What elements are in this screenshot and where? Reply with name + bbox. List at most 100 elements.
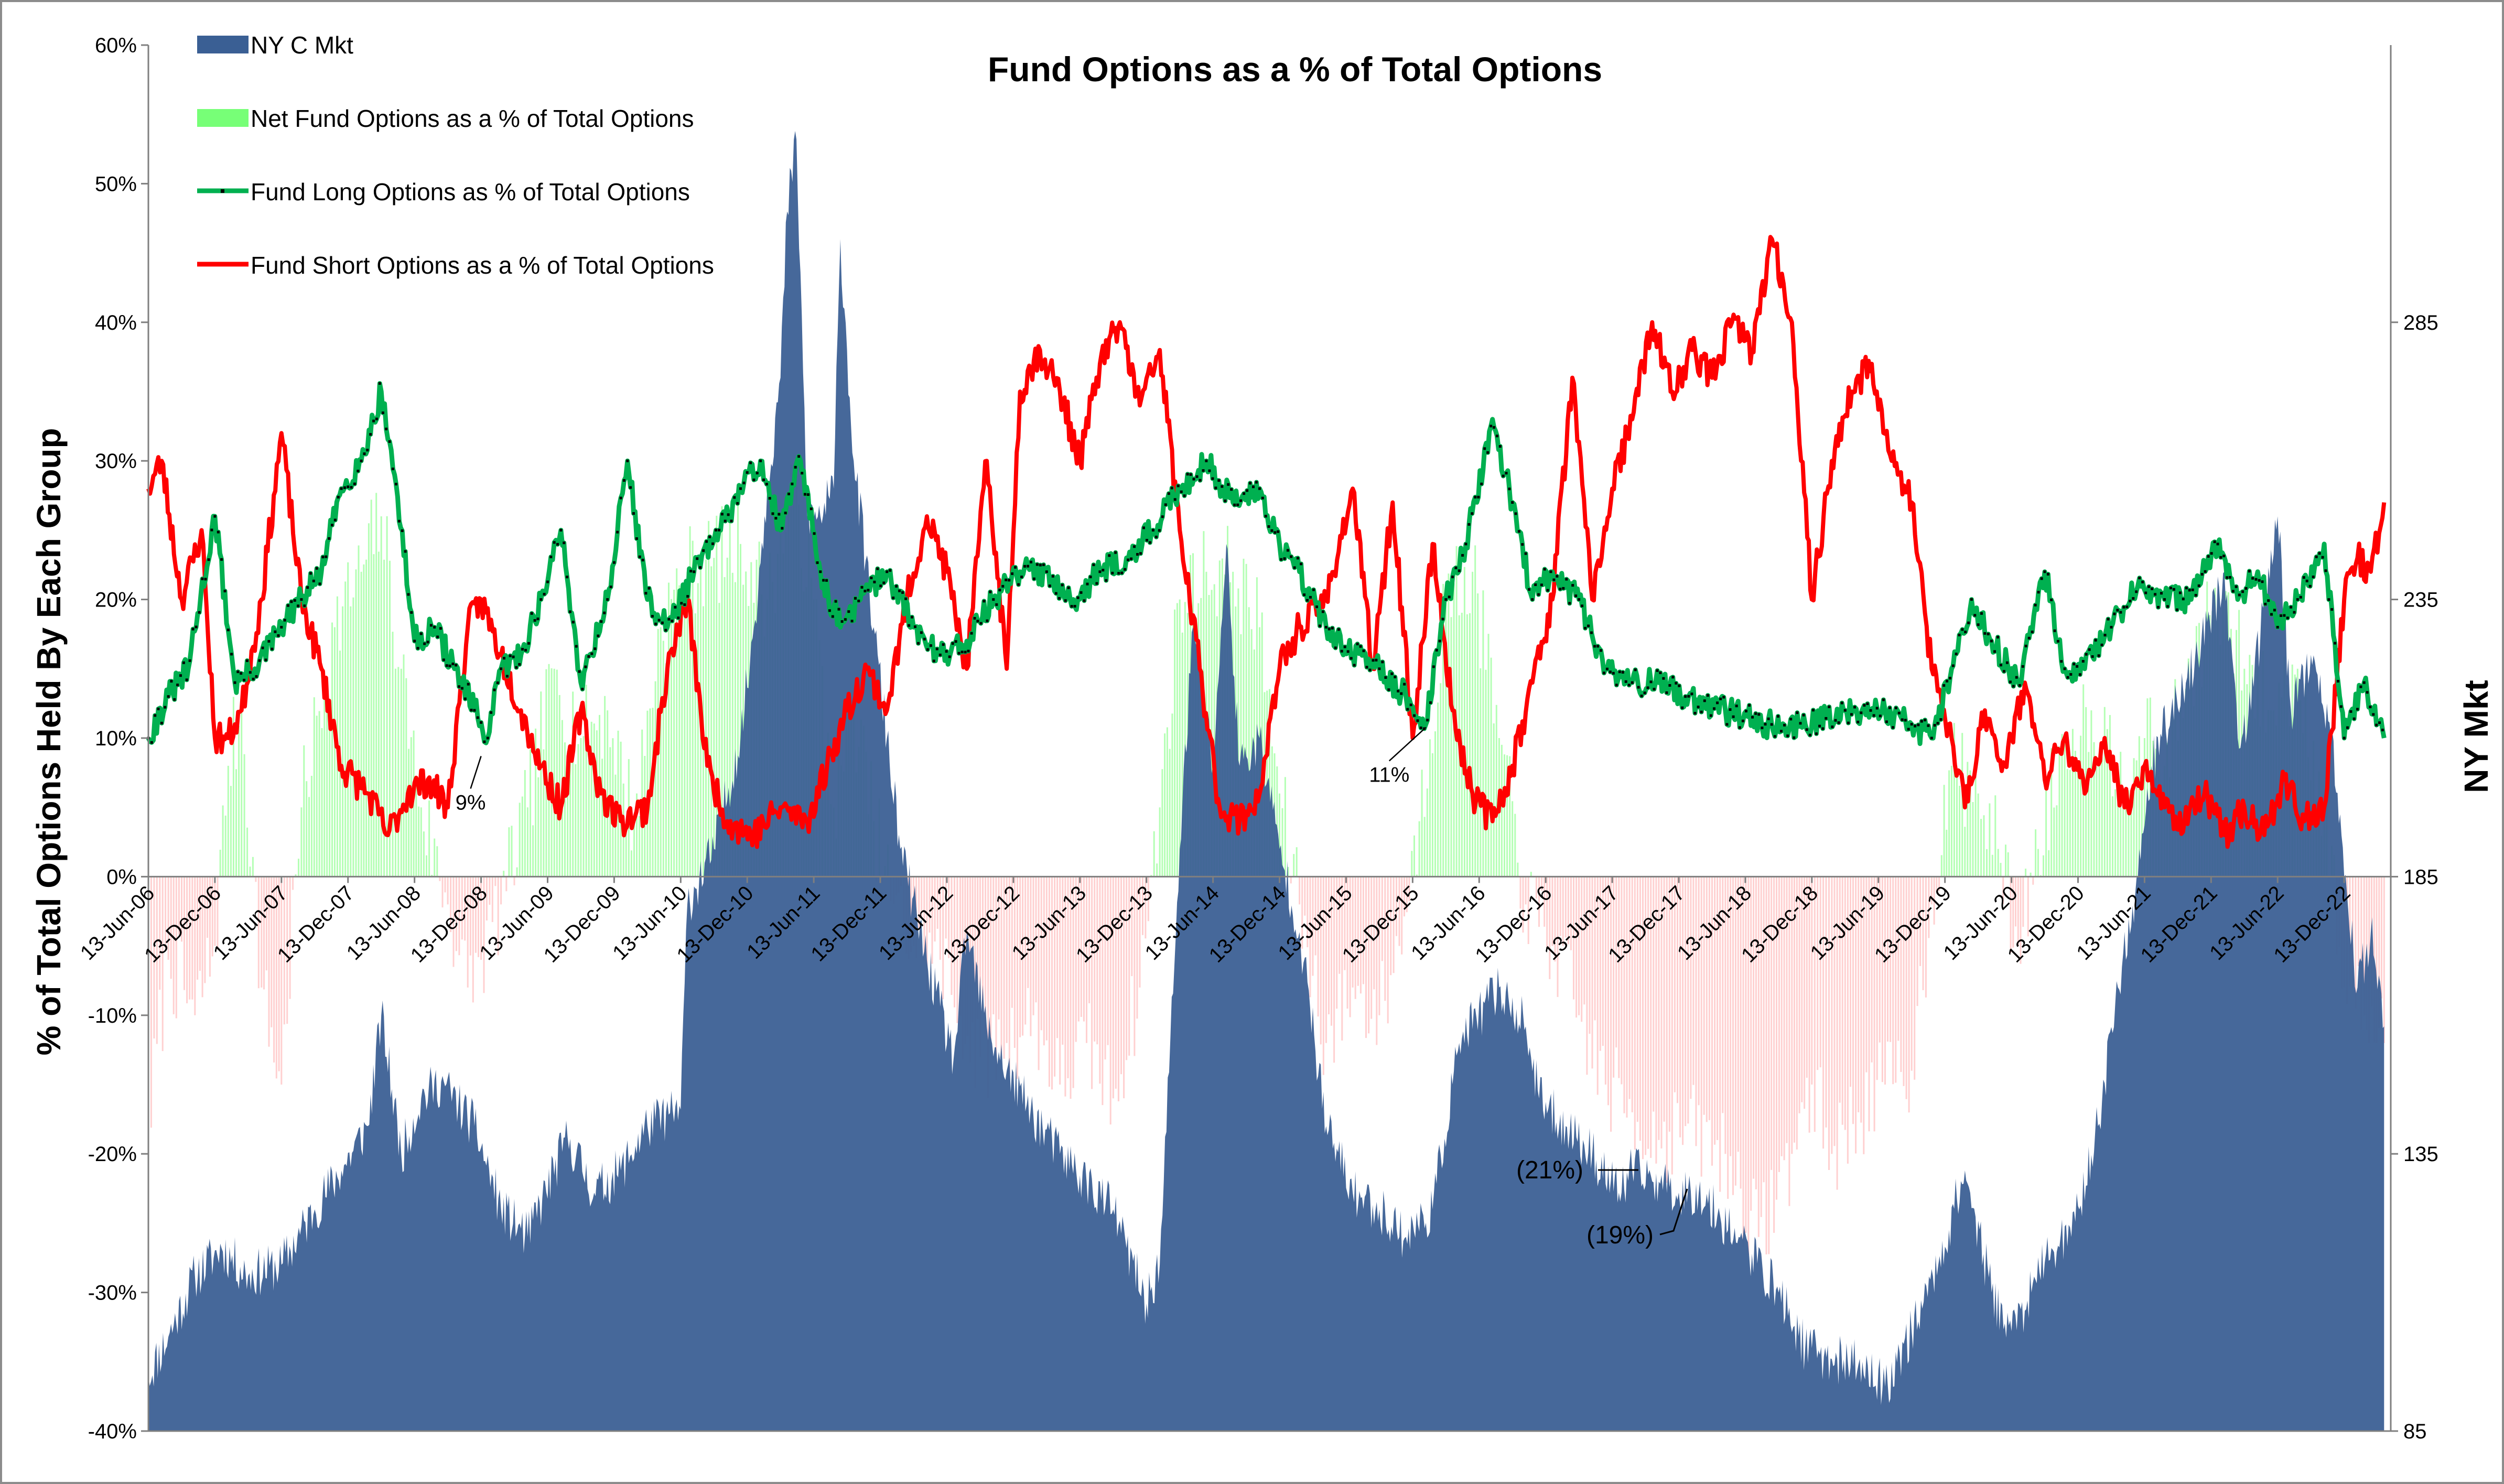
long-marker [1309,595,1312,599]
long-marker [597,634,600,637]
long-marker [1502,474,1505,478]
long-marker [733,496,736,499]
long-marker [1783,723,1786,727]
long-marker [328,537,331,540]
long-marker [1158,529,1161,532]
long-marker [1239,499,1243,502]
long-marker [816,561,819,564]
long-marker [1540,583,1543,587]
long-marker [1346,650,1350,653]
long-marker [331,524,333,527]
long-marker [1904,719,1907,722]
long-marker [1486,451,1490,454]
long-marker [1776,715,1779,718]
long-marker [255,675,258,678]
series-fund-long-options [146,381,2387,746]
long-marker [724,519,727,523]
long-marker [976,620,979,623]
long-marker [1035,563,1039,566]
long-marker [1888,706,1891,709]
long-marker [1327,627,1331,631]
long-marker [1130,557,1133,560]
annotation-leader [470,756,482,789]
long-marker [1681,706,1684,709]
long-marker [1397,689,1400,692]
long-marker [321,556,325,559]
long-marker [1303,593,1306,597]
long-marker [1221,485,1224,488]
long-marker [1154,535,1158,538]
long-marker [834,600,837,603]
long-marker [1030,560,1032,564]
long-marker [2296,598,2299,601]
long-marker [2334,642,2337,645]
long-marker [951,642,954,645]
legend-item: Fund Long Options as % of Total Options [197,178,690,205]
long-marker [1454,566,1458,569]
long-marker [1008,579,1011,582]
long-marker [1045,570,1048,573]
long-marker [1471,512,1474,515]
long-marker [1255,481,1258,484]
long-marker [2362,681,2366,684]
long-marker [1907,728,1910,731]
long-marker [1151,528,1154,532]
long-marker [1409,703,1412,707]
long-marker [1757,713,1761,716]
long-marker [1429,701,1432,704]
long-marker [708,535,711,538]
long-marker [1136,553,1139,556]
long-marker [1416,719,1419,722]
long-marker [1860,711,1863,714]
long-marker [1054,592,1057,595]
long-marker [539,598,543,601]
long-marker [410,611,413,614]
long-marker [1786,734,1789,738]
long-marker [619,496,622,500]
long-marker [2185,587,2188,590]
y-tick-label: 10% [95,727,137,750]
long-marker [1964,631,1967,634]
long-marker [1725,723,1729,726]
long-marker [1353,664,1356,667]
long-marker [1102,569,1105,572]
long-marker [730,519,733,523]
long-marker [1808,733,1811,736]
long-marker [1983,632,1987,635]
annotation-leader [1388,727,1427,762]
long-marker [2073,663,2076,666]
long-marker [1413,714,1416,717]
long-marker [1011,572,1014,575]
long-marker [1863,704,1866,707]
long-marker [1023,565,1026,568]
long-marker [1493,426,1496,429]
long-marker [2081,660,2085,663]
long-marker [1161,515,1164,518]
long-marker [1089,576,1092,579]
long-marker [1609,670,1612,674]
series-fund-short-options [146,235,2387,849]
long-marker [448,664,451,667]
long-marker [1432,665,1435,668]
long-marker [957,652,960,655]
long-marker [1120,571,1124,575]
long-marker [759,459,762,462]
long-marker [1948,677,1951,680]
long-marker [581,688,584,691]
long-marker [1552,578,1556,581]
long-marker [1605,667,1609,670]
long-marker [787,492,790,495]
long-marker [2381,729,2384,732]
long-marker [1372,659,1375,662]
long-marker [1936,722,1939,725]
long-marker [1754,712,1757,715]
long-marker [2135,590,2138,593]
long-marker [954,640,957,643]
long-marker [1293,566,1296,569]
long-marker [2244,587,2248,590]
long-marker [664,629,667,632]
long-marker [337,495,340,499]
long-marker [2076,665,2079,668]
long-marker [1761,727,1764,730]
long-marker [1973,614,1977,617]
